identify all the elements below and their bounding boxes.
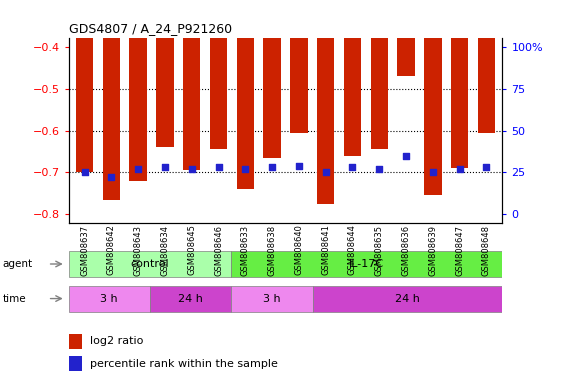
Bar xyxy=(344,0,361,156)
Bar xyxy=(69,334,82,349)
Point xyxy=(187,166,196,172)
Text: IL-17C: IL-17C xyxy=(349,259,384,269)
Text: GSM808637: GSM808637 xyxy=(80,225,89,276)
Text: GSM808638: GSM808638 xyxy=(268,225,276,276)
Point xyxy=(348,164,357,170)
Bar xyxy=(231,286,313,311)
Bar xyxy=(478,0,495,132)
Text: GSM808635: GSM808635 xyxy=(375,225,384,276)
Bar xyxy=(397,0,415,76)
Bar xyxy=(69,286,150,311)
Text: time: time xyxy=(3,293,26,304)
Text: GSM808636: GSM808636 xyxy=(401,225,411,276)
Bar xyxy=(451,0,468,168)
Bar xyxy=(236,0,254,189)
Text: GSM808643: GSM808643 xyxy=(134,225,143,276)
Text: control: control xyxy=(131,259,169,269)
Bar xyxy=(103,0,120,200)
Text: 3 h: 3 h xyxy=(263,293,281,304)
Text: percentile rank within the sample: percentile rank within the sample xyxy=(90,359,278,369)
Point xyxy=(482,164,491,170)
Text: GSM808640: GSM808640 xyxy=(295,225,303,275)
Bar xyxy=(313,286,502,311)
Bar xyxy=(76,0,93,172)
Text: GSM808633: GSM808633 xyxy=(241,225,250,276)
Bar xyxy=(150,286,231,311)
Text: GSM808646: GSM808646 xyxy=(214,225,223,276)
Text: GDS4807 / A_24_P921260: GDS4807 / A_24_P921260 xyxy=(69,22,232,35)
Bar xyxy=(183,0,200,170)
Bar xyxy=(231,251,502,277)
Text: GSM808641: GSM808641 xyxy=(321,225,330,275)
Text: GSM808644: GSM808644 xyxy=(348,225,357,275)
Point xyxy=(268,164,277,170)
Point xyxy=(160,164,170,170)
Bar xyxy=(130,0,147,181)
Bar xyxy=(317,0,335,204)
Text: GSM808647: GSM808647 xyxy=(455,225,464,276)
Bar xyxy=(156,0,174,147)
Text: 24 h: 24 h xyxy=(178,293,203,304)
Text: 3 h: 3 h xyxy=(100,293,118,304)
Text: GSM808634: GSM808634 xyxy=(160,225,170,276)
Bar xyxy=(424,0,441,195)
Text: GSM808648: GSM808648 xyxy=(482,225,491,276)
Bar xyxy=(69,356,82,371)
Point xyxy=(294,163,303,169)
Text: agent: agent xyxy=(3,259,33,269)
Point xyxy=(428,169,437,175)
Point xyxy=(80,169,89,175)
Text: log2 ratio: log2 ratio xyxy=(90,336,143,346)
Bar xyxy=(290,0,308,132)
Point xyxy=(375,166,384,172)
Point xyxy=(321,169,330,175)
Point xyxy=(107,174,116,180)
Bar xyxy=(210,0,227,149)
Text: GSM808645: GSM808645 xyxy=(187,225,196,275)
Text: 24 h: 24 h xyxy=(395,293,420,304)
Bar xyxy=(263,0,281,158)
Text: GSM808639: GSM808639 xyxy=(428,225,437,276)
Text: GSM808642: GSM808642 xyxy=(107,225,116,275)
Bar xyxy=(69,251,231,277)
Point xyxy=(401,152,411,159)
Point xyxy=(455,166,464,172)
Bar xyxy=(371,0,388,149)
Point xyxy=(241,166,250,172)
Point xyxy=(214,164,223,170)
Point xyxy=(134,166,143,172)
